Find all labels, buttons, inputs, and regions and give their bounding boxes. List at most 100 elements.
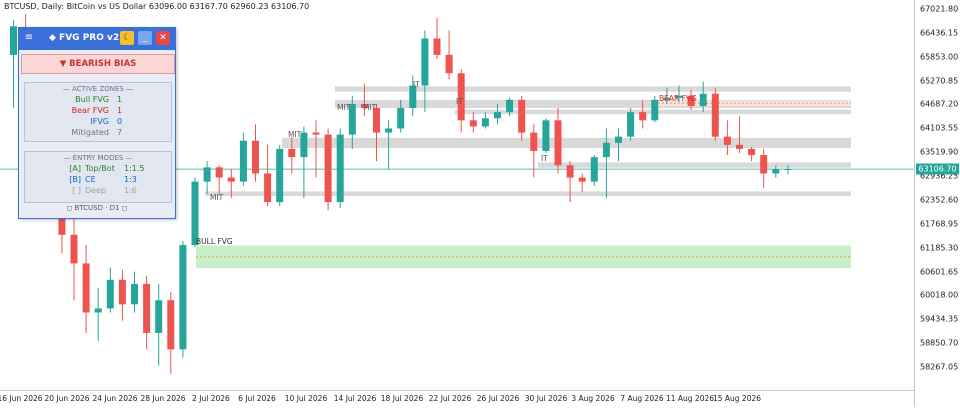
candle-body	[457, 73, 465, 121]
zone-count-label: IFVG	[90, 117, 109, 126]
price-tick-label: 64687.20	[920, 99, 959, 109]
mitigated-label: MIT	[363, 103, 377, 112]
candle-body	[736, 144, 743, 149]
zone-count-value: 1	[117, 106, 123, 115]
date-tick-label: 11 Aug 2026	[665, 394, 715, 403]
date-tick-label: 28 Jun 2026	[140, 394, 186, 403]
menu-icon[interactable]: ≡	[24, 32, 34, 43]
candle-body	[723, 136, 731, 145]
candle-body	[118, 279, 126, 305]
candle-body	[167, 300, 175, 350]
candle-body	[494, 112, 501, 119]
candle-body	[748, 148, 756, 156]
candle-body	[772, 169, 780, 174]
candle-body	[433, 38, 441, 55]
price-tick-label: 64103.55	[920, 123, 959, 133]
price-axis: 67021.80 66436.15 65853.00 65270.85 64687.20…	[914, 0, 960, 407]
zone-count-value: 1	[117, 95, 123, 104]
candle-body	[385, 128, 393, 133]
mitigated-label: IT	[541, 154, 548, 163]
candle-body	[215, 167, 223, 178]
candle-body	[578, 177, 586, 182]
candle-body	[155, 300, 163, 333]
candle-body	[784, 169, 792, 171]
candle-body	[421, 38, 429, 86]
date-tick-label: 7 Aug 2026	[620, 394, 664, 403]
candle-body	[227, 177, 235, 182]
close-button[interactable]: ✕	[156, 31, 170, 45]
price-tick-label: 61185.30	[920, 243, 959, 253]
candle-body	[276, 148, 284, 203]
bear-fvg-label: BEAR FVG	[659, 94, 697, 103]
mitigated-zone	[282, 137, 851, 149]
candle-body	[542, 120, 550, 151]
candle-body	[675, 95, 683, 98]
date-tick-label: 30 Jul 2026	[524, 394, 568, 403]
bull-fvg-zone	[196, 245, 851, 269]
candle-body	[518, 99, 526, 133]
mitigated-label: MIT	[288, 130, 302, 139]
candle-body	[481, 118, 489, 127]
date-tick-label: 16 Jun 2026	[0, 394, 43, 403]
candle-body	[615, 136, 622, 143]
bias-indicator: ▼ BEARISH BIAS	[21, 54, 175, 74]
fvg-pro-panel[interactable]: ≡ ◆ FVG PRO v2.4 ☾ _ ✕ ▼ BEARISH BIAS — …	[18, 27, 176, 219]
price-tick-label: 65270.85	[920, 76, 959, 86]
candle-body	[651, 99, 659, 121]
date-tick-label: 10 Jul 2026	[284, 394, 328, 403]
entry-mode-key: [B]	[69, 175, 81, 184]
candle-body	[348, 103, 356, 135]
candle-body	[373, 108, 380, 133]
candle-body	[252, 140, 259, 174]
candle-body	[590, 157, 598, 182]
candle-body	[143, 283, 151, 333]
panel-footer: ◻ BTCUSD · D1 ◻	[66, 204, 128, 212]
date-tick-label: 24 Jun 2026	[92, 394, 138, 403]
minimize-button[interactable]: _	[138, 31, 152, 45]
price-tick-label: 59434.35	[920, 314, 959, 324]
price-tick-label: 66436.15	[920, 28, 959, 38]
date-tick-label: 22 Jul 2026	[428, 394, 472, 403]
entry-mode-ratio: 1:3	[124, 175, 137, 184]
price-tick-label: 60601.65	[920, 267, 959, 277]
symbol-header: BTCUSD, Daily: BitCoin vs US Dollar 6309…	[4, 2, 310, 11]
zone-count-label: Bear FVG	[71, 106, 109, 115]
candle-body	[687, 95, 695, 106]
candle-body	[409, 85, 417, 109]
candle-body	[445, 54, 453, 74]
candle-body	[627, 112, 635, 137]
time-axis: 16 Jun 2026 20 Jun 2026 24 Jun 2026 28 Jun …	[0, 390, 914, 408]
date-tick-label: 20 Jun 2026	[44, 394, 90, 403]
active-zones-title: — ACTIVE ZONES —	[62, 85, 134, 93]
entry-mode-key: [A]	[69, 164, 81, 173]
candle-body	[106, 279, 114, 309]
date-tick-label: 15 Aug 2026	[712, 394, 762, 403]
candle-body	[10, 26, 17, 55]
price-tick-label: 63519.90	[920, 147, 959, 157]
price-tick-label: 61768.95	[920, 219, 959, 229]
candle-body	[70, 234, 78, 264]
entry-mode-label: Deep	[85, 186, 107, 195]
zone-count-label: Mitigated	[71, 128, 109, 137]
mitigated-zone	[538, 162, 851, 168]
candle-body	[239, 140, 247, 182]
candle-body	[336, 134, 344, 203]
current-price-tag: 63106.70	[916, 163, 959, 175]
entry-mode-label: CE	[85, 175, 96, 184]
candle-body	[82, 263, 90, 313]
price-tick-label: 58267.05	[920, 362, 959, 372]
price-tick-label: 65853.00	[920, 52, 959, 62]
candle-body	[554, 120, 562, 166]
entry-mode-ratio: 1:6	[124, 186, 137, 195]
candle-body	[58, 208, 66, 235]
candle-body	[602, 142, 610, 158]
mitigated-label: MIT	[210, 193, 224, 202]
bull-fvg-label: BULL FVG	[196, 237, 233, 246]
theme-toggle-button[interactable]: ☾	[120, 31, 134, 45]
price-tick-label: 60018.00	[920, 290, 959, 300]
panel-titlebar[interactable]: ≡ ◆ FVG PRO v2.4 ☾ _ ✕	[19, 28, 175, 50]
active-zones-section: — ACTIVE ZONES — Bull FVG 1 Bear FVG 1 IFVG 0…	[24, 82, 172, 142]
candle-body	[324, 134, 332, 203]
mitigated-label: IT	[413, 80, 420, 89]
mitigated-zone	[205, 191, 851, 196]
